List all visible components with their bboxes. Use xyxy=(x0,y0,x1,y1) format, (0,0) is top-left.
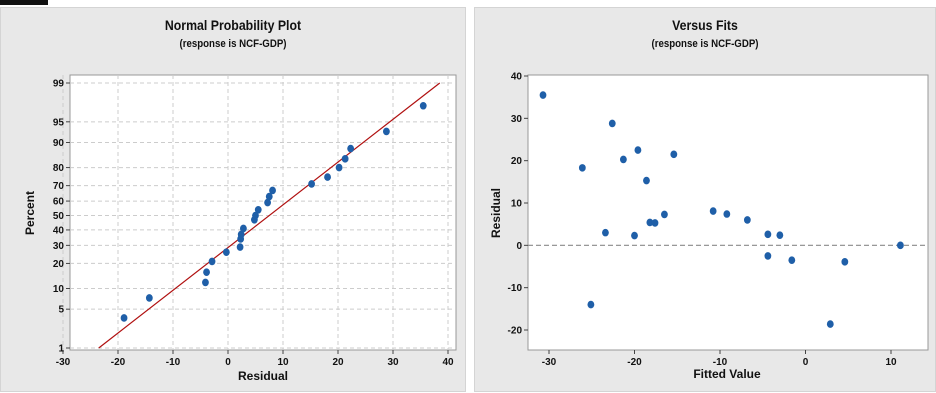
data-point xyxy=(120,314,128,322)
x-tick-label: 10 xyxy=(277,357,289,368)
x-tick-label: -10 xyxy=(166,357,181,368)
data-point xyxy=(643,176,650,185)
data-point xyxy=(776,231,784,239)
chart-subtitle: (response is NCF-GDP) xyxy=(651,38,759,50)
data-point xyxy=(578,164,586,172)
data-point xyxy=(254,205,262,214)
y-tick-label: 5 xyxy=(58,305,64,316)
versus-fits-plot: -30 -20 -10 0 10 -20 -10 0 10 20 30 40 Fitted Valu… xyxy=(489,72,929,381)
normal-probability-plot: -30 -20 -10 0 10 20 30 40 1 5 10 20 30 40 50 60 70 80 90 9… xyxy=(23,74,457,383)
x-axis-label: Residual xyxy=(238,369,288,383)
data-point xyxy=(341,155,349,163)
data-point xyxy=(240,224,247,233)
x-tick-label: -30 xyxy=(56,357,71,368)
data-point xyxy=(709,207,717,215)
x-tick-label: 10 xyxy=(885,357,897,368)
data-point xyxy=(236,243,244,251)
y-tick-label: 10 xyxy=(53,284,65,295)
data-point xyxy=(202,278,209,287)
y-tick-label: 50 xyxy=(53,211,65,222)
x-tick-label: -30 xyxy=(542,357,557,368)
y-tick-label: 0 xyxy=(516,241,522,252)
data-point xyxy=(539,91,547,99)
data-point xyxy=(587,300,595,309)
data-point xyxy=(308,180,315,188)
data-point xyxy=(826,320,834,328)
fit-line xyxy=(98,82,441,349)
y-axis-label: Residual xyxy=(489,188,503,238)
y-tick-label: 70 xyxy=(53,181,65,192)
chart-title: Versus Fits xyxy=(672,17,738,33)
x-tick-label: 40 xyxy=(442,357,454,368)
y-tick-label: 10 xyxy=(511,199,523,210)
x-tick-label: 20 xyxy=(332,357,344,368)
data-point xyxy=(265,192,273,201)
data-point xyxy=(619,155,627,164)
y-tick-label: 40 xyxy=(53,225,65,236)
data-point xyxy=(237,230,245,239)
y-axis-label: Percent xyxy=(23,191,37,235)
y-tick-label: 30 xyxy=(53,241,65,252)
y-tick-label: 30 xyxy=(511,114,523,125)
x-tick-label: -20 xyxy=(627,357,642,368)
x-tick-label: 30 xyxy=(387,357,399,368)
data-point xyxy=(841,258,849,266)
data-point xyxy=(788,256,796,264)
y-tick-label: 99 xyxy=(53,79,65,90)
data-point xyxy=(347,144,355,153)
versus-fits-panel: Versus Fits (response is NCF-GDP) -30 -20… xyxy=(474,7,936,392)
data-point xyxy=(145,294,153,302)
data-point xyxy=(634,146,642,154)
data-point xyxy=(646,218,654,227)
data-point xyxy=(383,127,390,136)
data-point xyxy=(631,231,638,240)
data-point xyxy=(602,228,609,237)
y-tick-label: -20 xyxy=(508,326,523,337)
top-edge-bar xyxy=(0,0,48,5)
data-point xyxy=(324,173,331,181)
data-point xyxy=(335,163,343,172)
x-axis-label: Fitted Value xyxy=(693,367,761,381)
data-point xyxy=(264,198,271,207)
data-point xyxy=(743,216,751,224)
chart-subtitle: (response is NCF-GDP) xyxy=(179,38,287,50)
data-point xyxy=(661,210,668,219)
y-tick-label: 90 xyxy=(53,138,65,149)
y-tick-label: 80 xyxy=(53,163,65,174)
y-tick-label: 20 xyxy=(511,156,523,167)
normal-probability-panel: Normal Probability Plot (response is NCF… xyxy=(0,7,466,392)
data-point xyxy=(203,268,210,276)
y-tick-label: 40 xyxy=(511,72,523,83)
x-tick-label: -20 xyxy=(111,357,126,368)
x-tick-label: 0 xyxy=(225,357,231,368)
chart-title: Normal Probability Plot xyxy=(164,17,302,33)
data-point xyxy=(222,248,230,256)
data-point xyxy=(252,211,259,220)
data-point xyxy=(419,101,427,110)
data-point xyxy=(897,241,904,250)
data-point xyxy=(269,186,276,195)
data-point xyxy=(651,219,659,227)
x-tick-label: 0 xyxy=(803,357,809,368)
data-point xyxy=(208,257,216,266)
y-tick-label: 20 xyxy=(53,259,65,270)
y-tick-label: 1 xyxy=(58,344,64,355)
y-tick-label: -10 xyxy=(508,283,523,294)
y-tick-label: 95 xyxy=(53,117,65,128)
y-tick-label: 60 xyxy=(53,197,65,208)
data-point xyxy=(764,252,772,260)
data-point xyxy=(670,150,678,159)
x-tick-label: -10 xyxy=(713,357,728,368)
data-point xyxy=(723,210,731,218)
data-point xyxy=(608,119,616,128)
data-point xyxy=(764,230,772,239)
